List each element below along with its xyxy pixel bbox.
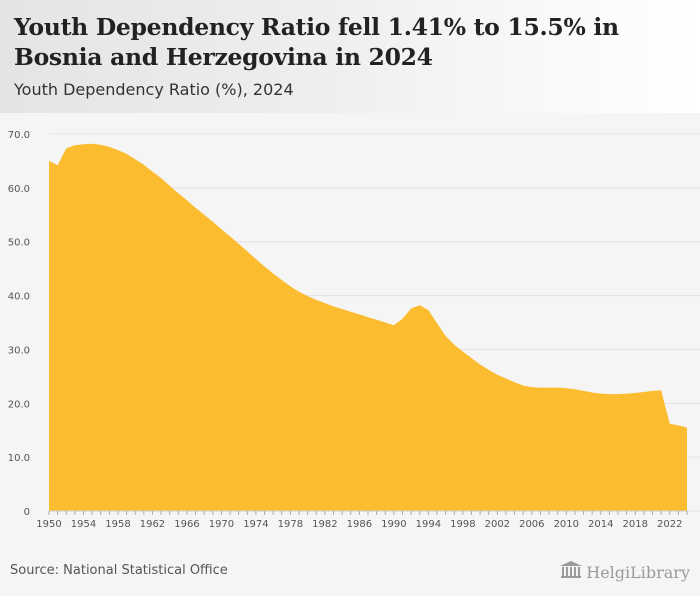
x-tick-label: 2010: [554, 519, 579, 530]
area-chart: 010.020.030.040.050.060.070.0 1950 1954 19…: [8, 130, 700, 530]
x-axis: 1950 1954 1958 1962 1966 1970 1974 1978 1982 1986…: [36, 510, 688, 530]
x-tick-label: 1966: [174, 519, 199, 530]
y-tick-label: 40.0: [8, 292, 30, 303]
y-tick-label: 20.0: [8, 399, 30, 410]
x-tick-label: 2018: [623, 519, 648, 530]
x-tick-label: 1990: [381, 519, 406, 530]
x-tick-label: 1958: [105, 519, 130, 530]
y-tick-label: 10.0: [8, 453, 30, 464]
brand-logo[interactable]: HelgiLibrary: [560, 560, 690, 584]
header-band: Youth Dependency Ratio fell 1.41% to 15.…: [0, 0, 700, 113]
x-tick-label: 1986: [347, 519, 372, 530]
y-tick-label: 70.0: [8, 130, 30, 141]
area-layer: [49, 143, 687, 511]
chart-subtitle: Youth Dependency Ratio (%), 2024: [14, 80, 294, 99]
x-tick-label: 1998: [450, 519, 475, 530]
x-tick-label: 1970: [209, 519, 234, 530]
x-tick-label: 2022: [657, 519, 682, 530]
x-tick-label: 1994: [416, 519, 441, 530]
x-tick-label: 1954: [71, 519, 96, 530]
x-tick-label: 2014: [588, 519, 613, 530]
x-tick-label: 1978: [278, 519, 303, 530]
y-tick-label: 50.0: [8, 238, 30, 249]
library-icon: [560, 561, 583, 583]
y-tick-label: 60.0: [8, 184, 30, 195]
brand-name: HelgiLibrary: [586, 562, 690, 582]
y-tick-label: 0: [24, 507, 30, 518]
x-tick-label: 1950: [36, 519, 61, 530]
y-tick-label: 30.0: [8, 345, 30, 356]
x-tick-label: 1982: [312, 519, 337, 530]
x-tick-label: 2006: [519, 519, 544, 530]
x-tick-label: 1962: [140, 519, 165, 530]
x-tick-label: 2002: [485, 519, 510, 530]
chart-title: Youth Dependency Ratio fell 1.41% to 15.…: [14, 13, 619, 71]
source-note: Source: National Statistical Office: [10, 563, 228, 578]
area-series: [49, 143, 687, 511]
x-tick-label: 1974: [243, 519, 268, 530]
y-axis: 0 10.0 20.0 30.0 40.0 50.0 60.0 70.0: [8, 130, 30, 518]
